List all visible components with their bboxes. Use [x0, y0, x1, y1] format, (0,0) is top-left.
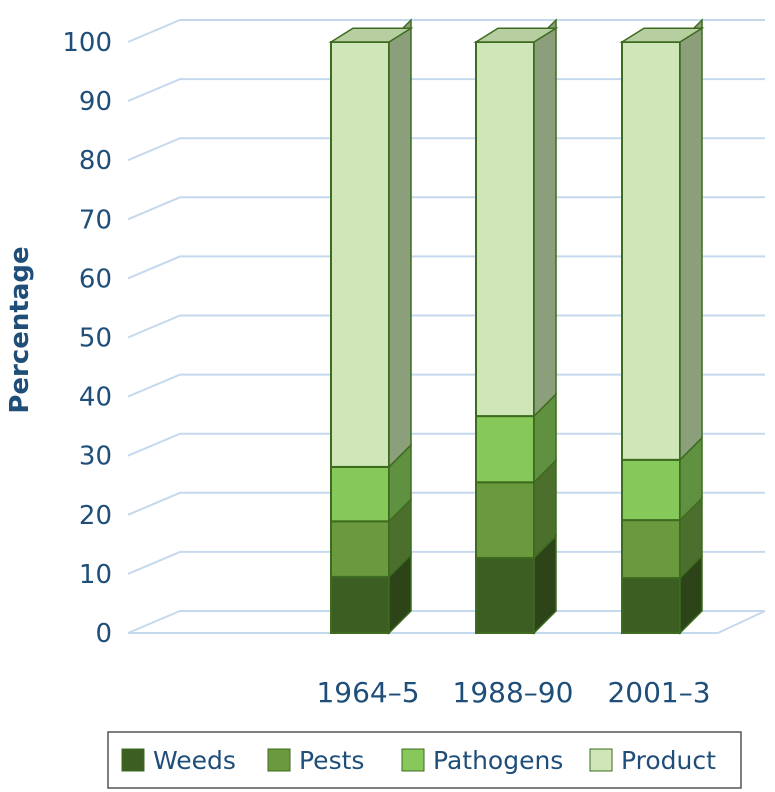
legend-label: Weeds: [153, 746, 236, 775]
floor-right-edge: [717, 610, 766, 634]
y-tick-label: 70: [79, 205, 112, 235]
bar-segment-pests: [621, 519, 681, 580]
bar-segment-weeds: [475, 556, 535, 634]
bar-side-product: [388, 18, 412, 469]
grid-line: [127, 491, 765, 516]
grid-line: [127, 432, 765, 457]
bar-side-product: [679, 18, 703, 462]
bar-segment-weeds: [621, 577, 681, 634]
bar-segment-pests: [330, 520, 390, 578]
legend-item: Weeds: [121, 746, 236, 775]
grid-line: [127, 255, 765, 280]
bar-stack: [473, 18, 559, 635]
bar-segment-product: [330, 41, 390, 468]
grid-line: [127, 550, 765, 575]
bars: [328, 18, 705, 635]
bar-top: [328, 27, 414, 43]
legend-swatch: [589, 748, 613, 772]
y-tick-label: 80: [79, 146, 112, 176]
bar-segment-product: [621, 41, 681, 461]
y-tick-label: 30: [79, 442, 112, 472]
grid-line: [127, 19, 765, 43]
y-tick-label: 20: [79, 501, 112, 531]
grid-line: [127, 314, 765, 339]
legend-item: Pathogens: [401, 746, 563, 775]
bar-segment-product: [475, 41, 535, 418]
y-axis-title: Percentage: [5, 246, 35, 413]
x-axis-categories: 1964–5 1988–90 2001–3: [316, 676, 710, 709]
grid-line: [127, 137, 765, 162]
bar-stack: [328, 18, 414, 635]
legend-item: Product: [589, 746, 716, 775]
legend-swatch: [121, 748, 145, 772]
legend-item: Pests: [267, 746, 364, 775]
x-category-label: 1964–5: [316, 676, 419, 709]
grid-lines: [127, 19, 766, 634]
y-tick-label: 100: [62, 28, 112, 58]
bar-segment-pests: [475, 481, 535, 559]
legend-label: Product: [621, 746, 716, 775]
legend: Weeds Pests Pathogens Product: [107, 731, 742, 789]
bar-segment-pathogens: [621, 458, 681, 522]
y-tick-label: 10: [79, 560, 112, 590]
bar-segment-weeds: [330, 575, 390, 634]
x-category-label: 1988–90: [453, 676, 574, 709]
y-tick-label: 0: [95, 619, 112, 649]
legend-swatch: [401, 748, 425, 772]
bar-top: [473, 27, 559, 43]
legend-swatch: [267, 748, 291, 772]
y-tick-label: 50: [79, 324, 112, 354]
y-axis-ticks: 0 10 20 30 40 50 60 70 80 90 100: [62, 28, 112, 649]
bar-side-product: [533, 18, 557, 418]
y-tick-label: 60: [79, 264, 112, 294]
y-tick-label: 90: [79, 87, 112, 117]
bar-segment-pathogens: [475, 415, 535, 484]
legend-label: Pathogens: [433, 746, 563, 775]
grid-line: [127, 196, 765, 221]
grid-line: [127, 610, 765, 634]
legend-label: Pests: [299, 746, 364, 775]
bar-top: [619, 27, 705, 43]
y-tick-label: 40: [79, 383, 112, 413]
bar-segment-pathogens: [330, 465, 390, 523]
grid-line: [127, 78, 765, 103]
bar-stack: [619, 18, 705, 635]
grid-line: [127, 373, 765, 398]
x-category-label: 2001–3: [607, 676, 710, 709]
